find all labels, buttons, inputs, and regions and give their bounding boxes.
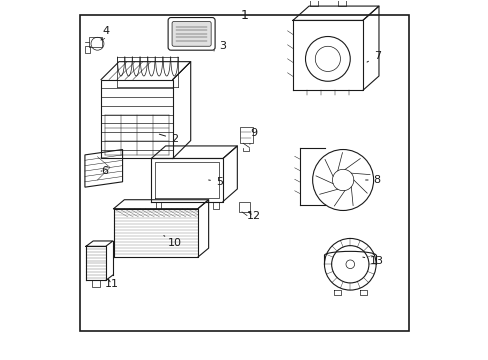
Bar <box>89 37 102 47</box>
Text: 4: 4 <box>101 26 110 40</box>
Bar <box>101 80 172 158</box>
Bar <box>85 46 90 53</box>
Bar <box>80 15 408 330</box>
Text: 7: 7 <box>366 51 380 62</box>
Bar <box>240 127 252 143</box>
Bar <box>337 0 346 6</box>
Text: 9: 9 <box>249 129 257 144</box>
Text: 11: 11 <box>104 279 119 289</box>
Text: 3: 3 <box>214 41 226 51</box>
Text: 12: 12 <box>246 211 260 221</box>
Text: 10: 10 <box>163 235 181 248</box>
Bar <box>92 280 100 287</box>
Bar <box>309 0 318 6</box>
Text: 1: 1 <box>240 9 248 22</box>
Text: 2: 2 <box>159 134 178 144</box>
Text: 6: 6 <box>101 166 108 176</box>
FancyBboxPatch shape <box>172 22 211 46</box>
Text: 13: 13 <box>362 256 384 266</box>
Text: 5: 5 <box>208 177 223 187</box>
Text: 8: 8 <box>365 175 380 185</box>
Bar <box>239 202 249 212</box>
